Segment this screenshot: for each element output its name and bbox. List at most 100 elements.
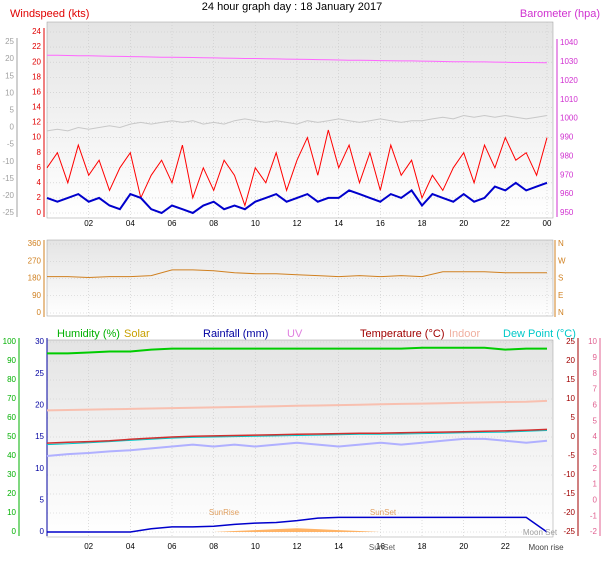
series-line: [46, 399, 548, 412]
legend-label: Temperature (°C): [360, 328, 444, 340]
legend-label: Solar: [124, 328, 150, 340]
y-tick-label: -10: [2, 157, 14, 166]
y-tick-label: 9: [593, 353, 598, 362]
y-tick-label: 14: [32, 103, 41, 112]
x-tick-label: 16: [376, 219, 385, 228]
x-tick-label: 12: [293, 219, 302, 228]
y-tick-label: 40: [7, 451, 16, 460]
y-tick-label: 0: [37, 208, 42, 217]
y-tick-label: 90: [7, 356, 16, 365]
y-tick-label: 1: [593, 480, 598, 489]
y-tick-label: -25: [2, 208, 14, 217]
y-tick-label: 8: [37, 148, 42, 157]
x-tick-label: 12: [293, 542, 302, 551]
x-tick-label: 18: [418, 219, 427, 228]
y-tick-label: 970: [560, 170, 574, 179]
y-tick-label: 50: [7, 432, 16, 441]
y-tick-label: 20: [35, 400, 44, 409]
y-tick-label: 2: [37, 193, 42, 202]
y-tick-label: 950: [560, 208, 574, 217]
y-tick-label: 25: [566, 337, 575, 346]
y-tick-label: 6: [37, 163, 42, 172]
series-line: [46, 129, 548, 208]
axis-title: Windspeed (kts): [10, 8, 89, 20]
annotation: Moon Set: [523, 528, 558, 537]
x-tick-label: 06: [168, 219, 177, 228]
y-tick-label: 5: [40, 495, 45, 504]
x-tick-label: 10: [251, 542, 260, 551]
y-tick-label: 1010: [560, 95, 578, 104]
y-tick-label: 1020: [560, 76, 578, 85]
y-tick-label: -15: [563, 489, 575, 498]
annotation: SunSet: [370, 508, 397, 517]
legend-label: Indoor: [449, 328, 481, 340]
series-line: [47, 346, 547, 355]
y-tick-label: N: [558, 239, 564, 248]
x-tick-label: 02: [84, 219, 93, 228]
x-tick-label: 04: [126, 542, 135, 551]
y-tick-label: 0: [37, 308, 42, 317]
y-tick-label: 8: [593, 369, 598, 378]
y-tick-label: 3: [593, 448, 598, 457]
series-line: [46, 428, 548, 444]
y-tick-label: 180: [28, 274, 42, 283]
y-tick-label: 20: [566, 356, 575, 365]
y-tick-label: 20: [32, 57, 41, 66]
y-tick-label: 0: [571, 432, 576, 441]
series-line: [46, 437, 548, 457]
y-tick-label: 90: [32, 291, 41, 300]
y-tick-label: E: [558, 291, 563, 300]
chart-title: 24 hour graph day : 18 January 2017: [202, 1, 382, 13]
x-tick-label: 08: [209, 219, 218, 228]
y-tick-label: 10: [35, 464, 44, 473]
y-tick-label: -15: [2, 174, 14, 183]
x-tick-label: 16: [376, 542, 385, 551]
legend-label: Rainfall (mm): [203, 328, 268, 340]
annotation: SunSet: [369, 543, 396, 552]
y-tick-label: 990: [560, 133, 574, 142]
series-area: [47, 528, 547, 532]
y-tick-label: 100: [3, 337, 17, 346]
x-tick-label: 22: [501, 542, 510, 551]
y-tick-label: 15: [566, 375, 575, 384]
legend-label: Dew Point (°C): [503, 328, 576, 340]
y-tick-label: 18: [32, 72, 41, 81]
y-tick-label: 10: [588, 337, 597, 346]
legend-label: Humidity (%): [57, 328, 120, 340]
y-tick-label: 5: [571, 413, 576, 422]
y-tick-label: -20: [563, 508, 575, 517]
y-tick-label: 70: [7, 394, 16, 403]
y-tick-label: -20: [2, 191, 14, 200]
y-tick-label: 960: [560, 189, 574, 198]
series-line: [47, 516, 548, 533]
y-tick-label: 1040: [560, 38, 578, 47]
y-tick-label: S: [558, 274, 563, 283]
y-tick-label: 980: [560, 151, 574, 160]
y-tick-label: 0: [593, 495, 598, 504]
y-tick-label: 24: [32, 27, 41, 36]
y-tick-label: 10: [7, 508, 16, 517]
y-tick-label: 6: [593, 400, 598, 409]
x-tick-label: 10: [251, 219, 260, 228]
y-tick-label: 4: [37, 178, 42, 187]
y-tick-label: 15: [5, 71, 14, 80]
y-tick-label: 25: [5, 37, 14, 46]
x-tick-label: 20: [459, 219, 468, 228]
plot-area: [46, 239, 554, 317]
y-tick-label: 30: [7, 470, 16, 479]
y-tick-label: 1030: [560, 57, 578, 66]
x-tick-label: 08: [209, 542, 218, 551]
y-tick-label: 20: [7, 489, 16, 498]
y-tick-label: W: [558, 256, 566, 265]
y-tick-label: 2: [593, 464, 598, 473]
legend-label: UV: [287, 328, 303, 340]
y-tick-label: 16: [32, 87, 41, 96]
y-tick-label: 22: [32, 42, 41, 51]
x-tick-label: 14: [334, 219, 343, 228]
x-tick-label: 18: [418, 542, 427, 551]
y-tick-label: 25: [35, 369, 44, 378]
x-tick-label: 04: [126, 219, 135, 228]
y-tick-label: -5: [7, 140, 15, 149]
x-tick-label: 02: [84, 542, 93, 551]
